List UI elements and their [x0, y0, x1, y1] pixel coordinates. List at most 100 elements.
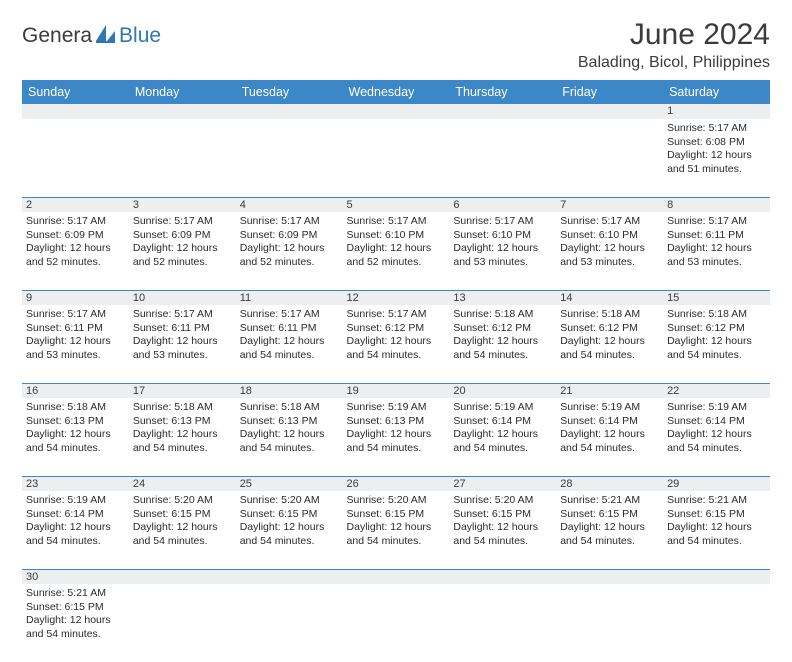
- day-cell: Sunrise: 5:20 AMSunset: 6:15 PMDaylight:…: [449, 491, 556, 569]
- day-cell: Sunrise: 5:18 AMSunset: 6:12 PMDaylight:…: [663, 305, 770, 383]
- day-cell: [343, 584, 450, 662]
- day-number-row: 30: [22, 569, 770, 584]
- day-info: Sunrise: 5:17 AMSunset: 6:11 PMDaylight:…: [663, 212, 770, 274]
- day-cell: [129, 584, 236, 662]
- logo: Genera Blue: [22, 24, 161, 48]
- day-number-cell: 24: [129, 476, 236, 491]
- day-number-cell: 4: [236, 197, 343, 212]
- day-number-row: 16171819202122: [22, 383, 770, 398]
- day-info: Sunrise: 5:18 AMSunset: 6:13 PMDaylight:…: [236, 398, 343, 460]
- day-number-cell: 28: [556, 476, 663, 491]
- day-cell: Sunrise: 5:18 AMSunset: 6:12 PMDaylight:…: [449, 305, 556, 383]
- day-cell: [22, 119, 129, 197]
- day-number-cell: 13: [449, 290, 556, 305]
- logo-text-part1: Genera: [22, 24, 92, 48]
- day-cell: Sunrise: 5:17 AMSunset: 6:09 PMDaylight:…: [22, 212, 129, 290]
- day-info: Sunrise: 5:19 AMSunset: 6:13 PMDaylight:…: [343, 398, 450, 460]
- day-number-cell: 7: [556, 197, 663, 212]
- day-number-cell: [449, 104, 556, 119]
- day-info: Sunrise: 5:17 AMSunset: 6:10 PMDaylight:…: [556, 212, 663, 274]
- day-info: Sunrise: 5:17 AMSunset: 6:11 PMDaylight:…: [22, 305, 129, 367]
- day-info: Sunrise: 5:17 AMSunset: 6:09 PMDaylight:…: [22, 212, 129, 274]
- calendar-table: SundayMondayTuesdayWednesdayThursdayFrid…: [22, 80, 770, 662]
- day-info: Sunrise: 5:18 AMSunset: 6:12 PMDaylight:…: [663, 305, 770, 367]
- day-number-cell: 14: [556, 290, 663, 305]
- weekday-header: Friday: [556, 80, 663, 104]
- month-title: June 2024: [578, 18, 770, 52]
- day-cell: Sunrise: 5:20 AMSunset: 6:15 PMDaylight:…: [343, 491, 450, 569]
- day-info: Sunrise: 5:17 AMSunset: 6:08 PMDaylight:…: [663, 119, 770, 181]
- day-cell: Sunrise: 5:17 AMSunset: 6:08 PMDaylight:…: [663, 119, 770, 197]
- day-cell: Sunrise: 5:18 AMSunset: 6:13 PMDaylight:…: [22, 398, 129, 476]
- day-number-cell: [236, 569, 343, 584]
- weekday-header: Sunday: [22, 80, 129, 104]
- day-cell: Sunrise: 5:20 AMSunset: 6:15 PMDaylight:…: [236, 491, 343, 569]
- day-number-cell: 29: [663, 476, 770, 491]
- day-number-row: 2345678: [22, 197, 770, 212]
- weekday-header: Tuesday: [236, 80, 343, 104]
- day-cell: [449, 119, 556, 197]
- day-number-cell: 11: [236, 290, 343, 305]
- day-cell: Sunrise: 5:17 AMSunset: 6:12 PMDaylight:…: [343, 305, 450, 383]
- day-number-cell: 3: [129, 197, 236, 212]
- day-info-row: Sunrise: 5:21 AMSunset: 6:15 PMDaylight:…: [22, 584, 770, 662]
- day-cell: [236, 119, 343, 197]
- day-cell: Sunrise: 5:17 AMSunset: 6:09 PMDaylight:…: [129, 212, 236, 290]
- day-number-row: 1: [22, 104, 770, 119]
- day-cell: Sunrise: 5:21 AMSunset: 6:15 PMDaylight:…: [22, 584, 129, 662]
- day-cell: [556, 119, 663, 197]
- day-info: Sunrise: 5:20 AMSunset: 6:15 PMDaylight:…: [236, 491, 343, 553]
- weekday-header: Saturday: [663, 80, 770, 104]
- day-number-cell: 23: [22, 476, 129, 491]
- day-number-cell: 8: [663, 197, 770, 212]
- day-number-cell: [556, 569, 663, 584]
- day-info-row: Sunrise: 5:18 AMSunset: 6:13 PMDaylight:…: [22, 398, 770, 476]
- day-cell: Sunrise: 5:19 AMSunset: 6:14 PMDaylight:…: [556, 398, 663, 476]
- day-number-cell: 5: [343, 197, 450, 212]
- day-info: Sunrise: 5:19 AMSunset: 6:14 PMDaylight:…: [449, 398, 556, 460]
- day-info: Sunrise: 5:18 AMSunset: 6:13 PMDaylight:…: [129, 398, 236, 460]
- day-cell: [343, 119, 450, 197]
- day-cell: Sunrise: 5:19 AMSunset: 6:13 PMDaylight:…: [343, 398, 450, 476]
- day-number-cell: 27: [449, 476, 556, 491]
- title-block: June 2024 Balading, Bicol, Philippines: [578, 18, 770, 72]
- day-info: Sunrise: 5:21 AMSunset: 6:15 PMDaylight:…: [22, 584, 129, 646]
- day-number-cell: [556, 104, 663, 119]
- day-cell: Sunrise: 5:17 AMSunset: 6:11 PMDaylight:…: [236, 305, 343, 383]
- day-cell: Sunrise: 5:17 AMSunset: 6:10 PMDaylight:…: [449, 212, 556, 290]
- day-info: Sunrise: 5:17 AMSunset: 6:10 PMDaylight:…: [343, 212, 450, 274]
- day-number-cell: [236, 104, 343, 119]
- day-number-cell: 9: [22, 290, 129, 305]
- day-number-cell: 22: [663, 383, 770, 398]
- day-info-row: Sunrise: 5:17 AMSunset: 6:09 PMDaylight:…: [22, 212, 770, 290]
- weekday-header: Monday: [129, 80, 236, 104]
- weekday-header: Wednesday: [343, 80, 450, 104]
- day-cell: Sunrise: 5:19 AMSunset: 6:14 PMDaylight:…: [22, 491, 129, 569]
- day-info: Sunrise: 5:19 AMSunset: 6:14 PMDaylight:…: [22, 491, 129, 553]
- day-number-cell: [449, 569, 556, 584]
- day-info: Sunrise: 5:17 AMSunset: 6:09 PMDaylight:…: [236, 212, 343, 274]
- day-cell: Sunrise: 5:21 AMSunset: 6:15 PMDaylight:…: [556, 491, 663, 569]
- day-number-cell: 12: [343, 290, 450, 305]
- day-cell: [236, 584, 343, 662]
- day-cell: Sunrise: 5:20 AMSunset: 6:15 PMDaylight:…: [129, 491, 236, 569]
- logo-sail-icon: [96, 25, 116, 48]
- day-info: Sunrise: 5:17 AMSunset: 6:11 PMDaylight:…: [129, 305, 236, 367]
- day-number-cell: 16: [22, 383, 129, 398]
- day-info: Sunrise: 5:21 AMSunset: 6:15 PMDaylight:…: [663, 491, 770, 553]
- day-cell: [449, 584, 556, 662]
- day-number-cell: 1: [663, 104, 770, 119]
- day-number-cell: [343, 569, 450, 584]
- day-number-cell: [22, 104, 129, 119]
- day-number-cell: [343, 104, 450, 119]
- weekday-header-row: SundayMondayTuesdayWednesdayThursdayFrid…: [22, 80, 770, 104]
- day-info: Sunrise: 5:17 AMSunset: 6:10 PMDaylight:…: [449, 212, 556, 274]
- day-cell: Sunrise: 5:17 AMSunset: 6:10 PMDaylight:…: [343, 212, 450, 290]
- day-cell: Sunrise: 5:17 AMSunset: 6:09 PMDaylight:…: [236, 212, 343, 290]
- day-number-cell: 26: [343, 476, 450, 491]
- day-info: Sunrise: 5:20 AMSunset: 6:15 PMDaylight:…: [343, 491, 450, 553]
- day-info: Sunrise: 5:18 AMSunset: 6:12 PMDaylight:…: [449, 305, 556, 367]
- day-cell: [663, 584, 770, 662]
- day-info: Sunrise: 5:18 AMSunset: 6:13 PMDaylight:…: [22, 398, 129, 460]
- day-cell: [129, 119, 236, 197]
